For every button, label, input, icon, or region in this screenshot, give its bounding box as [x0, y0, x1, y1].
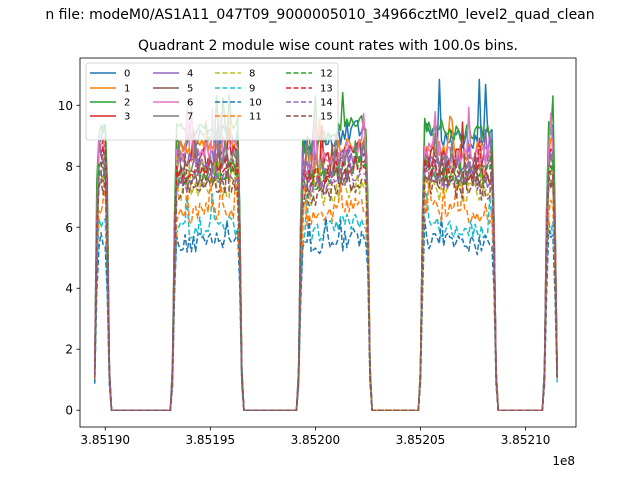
legend-label-5: 5 — [187, 84, 193, 95]
y-tick-label: 8 — [65, 160, 73, 174]
y-tick-label: 10 — [58, 99, 73, 113]
series-line-15 — [93, 151, 558, 411]
legend-label-12: 12 — [320, 69, 333, 80]
legend-label-0: 0 — [124, 69, 130, 80]
legend-label-13: 13 — [320, 84, 333, 95]
x-tick-label: 3.85190 — [80, 433, 130, 447]
chart-title: Quadrant 2 module wise count rates with … — [138, 38, 518, 54]
y-tick-label: 2 — [65, 343, 73, 357]
legend-box — [85, 62, 339, 141]
legend-label-11: 11 — [249, 112, 262, 123]
series-line-8 — [93, 155, 558, 411]
legend-label-3: 3 — [124, 112, 130, 123]
legend-label-10: 10 — [249, 98, 262, 109]
legend-label-4: 4 — [187, 69, 193, 80]
y-tick-label: 0 — [65, 404, 73, 418]
plot-frame — [79, 57, 577, 428]
y-tick-label: 4 — [65, 282, 73, 296]
legend-label-6: 6 — [187, 98, 193, 109]
x-offset-label: 1e8 — [552, 454, 575, 468]
axes: 3.85190 3.85195 3.85200 3.85205 3.85210 0 2 4 6 8… — [58, 57, 577, 447]
legend-label-2: 2 — [124, 98, 130, 109]
x-tick-label: 3.85210 — [501, 433, 551, 447]
legend-label-15: 15 — [320, 112, 333, 123]
x-tick-label: 3.85200 — [291, 433, 341, 447]
x-tick-label: 3.85195 — [185, 433, 235, 447]
series-line-11 — [93, 177, 558, 411]
legend-label-7: 7 — [187, 112, 193, 123]
y-tick-label: 6 — [65, 221, 73, 235]
chart-suptitle: n file: modeM0/AS1A11_047T09_9000005010_… — [45, 7, 594, 23]
legend-label-14: 14 — [320, 98, 333, 109]
legend-label-1: 1 — [124, 84, 130, 95]
legend-label-8: 8 — [249, 69, 255, 80]
x-tick-label: 3.85205 — [396, 433, 446, 447]
legend-label-9: 9 — [249, 84, 255, 95]
plot-lines — [93, 78, 558, 411]
